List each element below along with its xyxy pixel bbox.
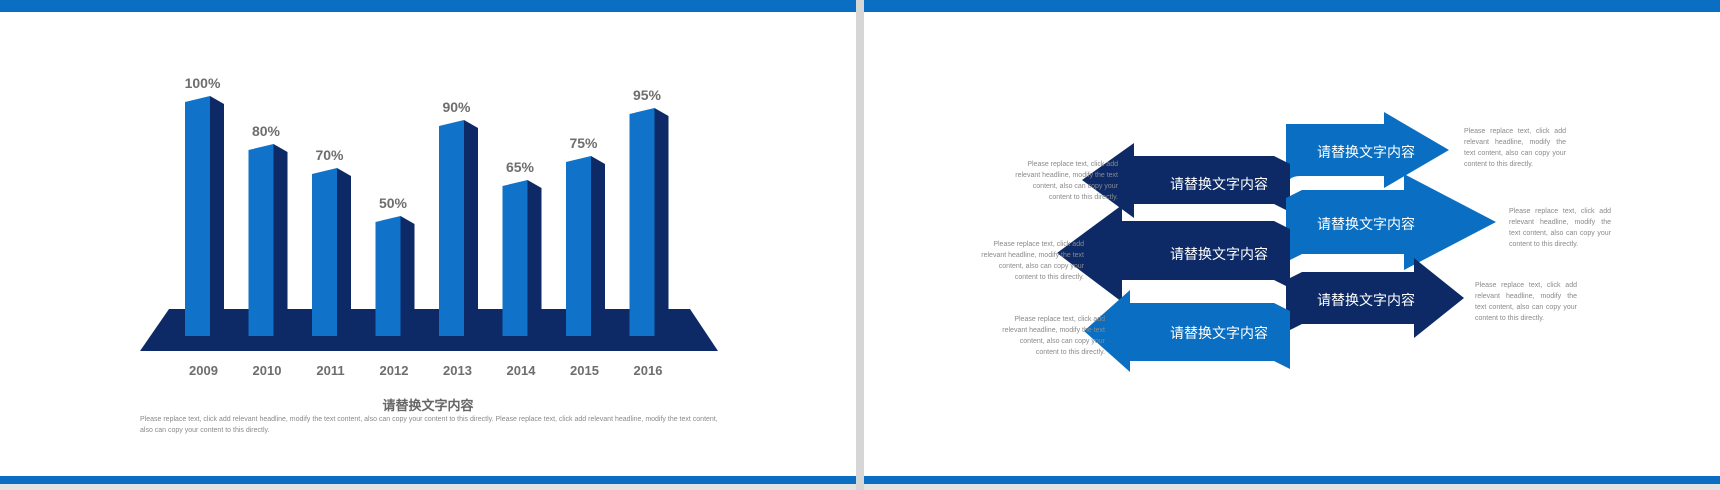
x-tick-label: 2016 xyxy=(634,363,663,378)
bar-2015 xyxy=(566,156,605,336)
note-right-1: Please replace text, click add relevant … xyxy=(1464,128,1566,168)
note-left-2: Please replace text, click add relevant … xyxy=(981,241,1084,281)
bar-value-label: 65% xyxy=(506,159,535,175)
bar-side xyxy=(337,168,351,336)
arrow-diagram xyxy=(1057,112,1496,372)
bar-value-label: 75% xyxy=(569,135,598,151)
bar-value-label: 95% xyxy=(633,87,662,103)
bar-side xyxy=(654,108,669,336)
bar-front xyxy=(375,216,401,336)
slide-bar-chart: 100% 2009 80% 2010 70% 2011 50% 2012 90% 2013 65% 2… xyxy=(0,0,856,490)
bar-2010 xyxy=(248,144,288,336)
note-right-2: Please replace text, click add relevant … xyxy=(1509,208,1611,248)
note-left-1: Please replace text, click add relevant … xyxy=(1015,161,1118,201)
arrow-left-2-body xyxy=(1082,143,1290,218)
bar-front xyxy=(629,108,655,336)
bar-front xyxy=(566,156,591,336)
x-tick-label: 2013 xyxy=(443,363,472,378)
bar-value-label: 50% xyxy=(379,195,408,211)
arrow-right-3-body xyxy=(1286,174,1496,270)
bar-front xyxy=(185,96,210,336)
arrow-label-4: 请替换文字内容 xyxy=(1170,247,1268,263)
bar-chart: 100% 2009 80% 2010 70% 2011 50% 2012 90% 2013 65% 2… xyxy=(140,75,718,378)
arrow-label-1: 请替换文字内容 xyxy=(1317,145,1415,161)
bottom-accent-bar xyxy=(0,476,856,490)
bar-2011 xyxy=(312,168,351,336)
bar-value-label: 80% xyxy=(252,123,281,139)
chart-caption-title: 请替换文字内容 xyxy=(382,399,474,414)
arrow-left-6-body xyxy=(1084,290,1290,372)
x-tick-label: 2010 xyxy=(253,363,282,378)
arrow-label-6: 请替换文字内容 xyxy=(1170,326,1268,342)
bar-side xyxy=(591,156,605,336)
arrow-label-3: 请替换文字内容 xyxy=(1317,217,1415,233)
bar-value-label: 70% xyxy=(315,147,344,163)
x-tick-label: 2009 xyxy=(189,363,218,378)
x-tick-label: 2015 xyxy=(570,363,599,378)
note-left-3: Please replace text, click add relevant … xyxy=(1002,316,1105,356)
bar-2012 xyxy=(375,216,415,336)
arrow-left-4-body xyxy=(1057,205,1290,302)
bar-side xyxy=(464,120,478,336)
x-tick-label: 2014 xyxy=(507,363,537,378)
bar-2014 xyxy=(502,180,542,336)
top-accent-bar xyxy=(0,0,856,12)
arrow-right-5-body xyxy=(1286,258,1464,338)
bar-2009 xyxy=(185,96,224,336)
bar-side xyxy=(400,216,415,336)
bar-side xyxy=(527,180,542,336)
bar-front xyxy=(439,120,464,336)
arrow-right-1 xyxy=(1286,112,1449,190)
arrow-label-5: 请替换文字内容 xyxy=(1317,293,1415,309)
note-right-3: Please replace text, click add relevant … xyxy=(1475,282,1577,322)
bar-value-label: 90% xyxy=(442,99,471,115)
bar-front xyxy=(248,144,274,336)
bar-side xyxy=(273,144,288,336)
arrow-label-2: 请替换文字内容 xyxy=(1170,177,1268,193)
bar-front xyxy=(312,168,337,336)
bottom-accent-bar xyxy=(864,476,1720,490)
top-accent-bar xyxy=(864,0,1720,12)
bar-front xyxy=(502,180,528,336)
chart-caption-body: Please replace text, click add relevant … xyxy=(140,416,718,434)
bar-2016 xyxy=(629,108,669,336)
x-tick-label: 2012 xyxy=(380,363,409,378)
slide-arrow-diagram: 请替换文字内容 请替换文字内容 请替换文字内容 请替换文字内容 请替换文字内容 … xyxy=(864,0,1720,490)
bar-value-label: 100% xyxy=(185,75,221,91)
bar-2013 xyxy=(439,120,478,336)
bar-side xyxy=(210,96,224,336)
x-tick-label: 2011 xyxy=(316,363,344,378)
